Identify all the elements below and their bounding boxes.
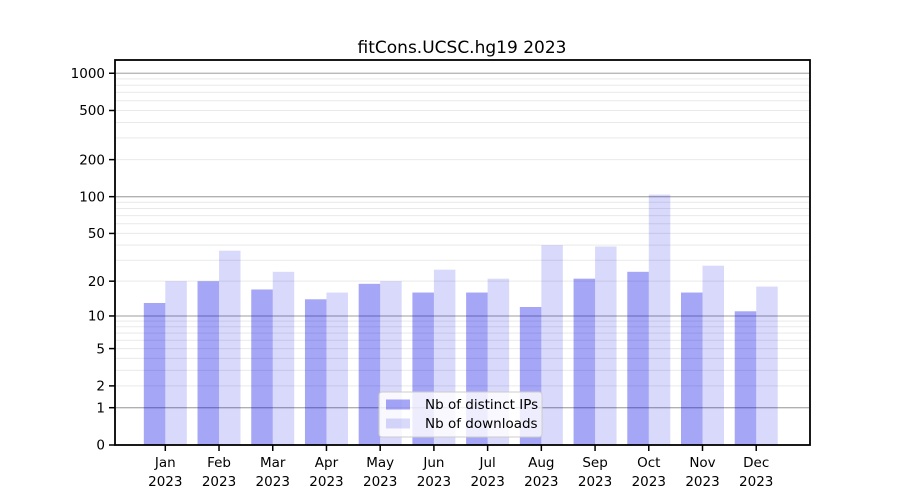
y-axis-tick-label-5: 5 [96,341,105,357]
x-axis-tick-year-jul: 2023 [470,474,504,490]
x-axis-tick-label-dec: Dec [743,455,769,471]
chart-title: fitCons.UCSC.hg19 2023 [358,38,567,58]
bar-dec-downloads [756,286,778,445]
x-axis-tick-label-feb: Feb [207,455,231,471]
y-axis-tick-label-1: 1 [96,400,105,416]
y-axis-tick-label-10: 10 [88,309,105,325]
bar-may-ips [358,283,381,445]
legend-label-downloads: Nb of downloads [425,416,538,432]
bar-sep-ips [573,278,596,445]
legend-box [378,391,543,438]
x-axis-tick-label-apr: Apr [315,455,339,471]
x-axis-tick-year-may: 2023 [363,474,397,490]
x-axis-tick-label-aug: Aug [528,455,554,471]
y-axis-tick-label-1000: 1000 [71,66,105,82]
y-axis-tick-label-100: 100 [79,189,105,205]
x-axis-tick-label-jun: Jun [422,455,444,471]
x-axis-tick-label-may: May [366,455,394,471]
x-axis-tick-year-nov: 2023 [685,474,719,490]
axis-spine [114,59,811,446]
bar-jan-ips [143,302,166,445]
x-axis-tick-year-dec: 2023 [739,474,773,490]
bar-sep-downloads [595,246,617,445]
x-axis-tick-label-jan: Jan [154,455,176,471]
x-axis-tick-label-jul: Jul [478,455,495,471]
y-axis-tick-label-0: 0 [96,438,105,454]
x-axis-tick-label-mar: Mar [260,455,286,471]
x-axis-tick-label-oct: Oct [637,455,660,471]
bar-nov-ips [681,292,703,445]
x-axis-tick-year-mar: 2023 [256,474,290,490]
x-axis-tick-year-jan: 2023 [148,474,182,490]
legend-swatch-ips [386,399,410,410]
bar-mar-downloads [272,271,295,445]
y-axis-tick-label-2: 2 [96,379,105,395]
legend-swatch-downloads [386,418,410,429]
bar-feb-downloads [219,250,241,445]
bar-nov-downloads [702,265,724,445]
bar-apr-ips [304,299,327,445]
bar-aug-downloads [541,245,563,445]
bar-oct-downloads [648,194,671,445]
x-axis-tick-year-oct: 2023 [632,474,666,490]
bar-dec-ips [734,311,757,445]
bar-feb-ips [197,281,220,445]
x-axis-tick-year-feb: 2023 [202,474,236,490]
x-axis-tick-label-sep: Sep [582,455,607,471]
bar-jan-downloads [165,281,187,445]
bar-apr-downloads [326,292,348,445]
y-axis-tick-label-500: 500 [79,103,105,119]
x-axis-tick-label-nov: Nov [689,455,715,471]
bar-oct-ips [627,271,649,445]
y-axis-tick-label-200: 200 [79,152,105,168]
legend-label-ips: Nb of distinct IPs [425,397,538,413]
bar-mar-ips [251,289,273,445]
x-axis-tick-year-sep: 2023 [578,474,612,490]
y-axis-tick-label-20: 20 [88,274,105,290]
y-axis-tick-label-50: 50 [88,226,105,242]
x-axis-tick-year-apr: 2023 [309,474,343,490]
x-axis-tick-year-jun: 2023 [417,474,451,490]
x-axis-tick-year-aug: 2023 [524,474,558,490]
